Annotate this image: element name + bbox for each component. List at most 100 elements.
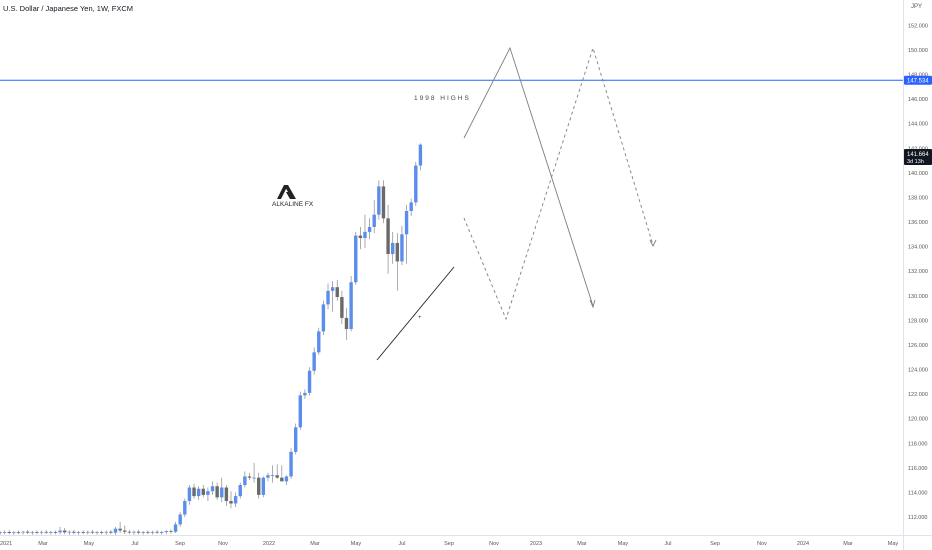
candle [377,180,381,220]
candle-body [400,234,404,262]
candle-body [330,287,335,291]
alkaline-logo-icon [277,185,296,199]
candle [146,530,150,535]
time-tick-label: May [351,541,362,547]
candle-body [16,532,21,534]
candle [173,521,178,533]
time-tick-label: 2023 [530,541,542,547]
candle-body [160,532,164,533]
candle-body [86,531,90,533]
candle-body [95,532,99,533]
price-tick-label: 152.000 [908,23,928,29]
time-tick-label: Mar [310,541,320,547]
projection-solid-arrowhead [589,299,596,309]
candle-body [358,235,363,239]
projection-path-solid[interactable] [463,46,594,307]
candle-body [349,282,353,329]
candle-body [81,531,85,533]
candle [312,347,316,375]
candle-body [354,235,358,283]
candle-body [367,226,372,232]
candle-body [381,186,386,219]
candle-body [326,290,330,305]
candle-body [104,531,108,533]
candle-body [76,531,81,533]
candle [123,525,127,535]
candle [26,529,30,534]
alkaline-logo: ALKALINE FX [272,185,314,208]
candle [49,530,53,535]
candle-body [247,476,252,478]
price-label-last: 141.664 3d 13h [904,149,932,165]
candle [307,367,312,396]
candle-body [206,491,210,495]
price-tick-label: 138.000 [908,195,928,201]
candle-body [275,475,279,478]
candle-body [418,144,423,166]
candle [76,531,81,535]
price-tick-label: 134.000 [908,245,928,251]
time-tick-label: Sep [444,541,454,547]
candle-body [12,532,16,534]
candle [321,300,326,336]
candle [7,529,11,535]
candle-body [30,531,35,533]
time-tick-label: Sep [175,541,185,547]
candle [400,225,404,266]
candle [317,327,321,355]
price-tick-label: 124.000 [908,368,928,374]
price-label-level: 147.534 [904,75,932,85]
price-tick-label: 116.000 [908,466,927,472]
candle-body [99,532,104,533]
price-tick-label: 130.000 [908,294,928,300]
candle-body [127,531,132,533]
time-tick-label: Mar [577,541,587,547]
candle [72,529,76,535]
time-tick-label: 2024 [797,541,809,547]
price-tick-label: 140.000 [908,171,928,177]
candle [261,476,266,498]
price-tick-label: 128.000 [908,318,928,324]
candle-body [252,477,256,479]
price-tick-label: 146.000 [908,97,928,103]
candle-body [178,514,182,525]
candle [113,526,118,535]
candle [229,491,233,509]
time-axis[interactable]: 2021 Mar May Jul Sep Nov 2022 Mar May Jul Sep Nov 20… [0,535,932,548]
candle [67,530,71,535]
candle-body [49,532,53,533]
candle-body [386,218,390,255]
candle-body [270,475,275,477]
time-tick-label: Jul [664,541,671,547]
time-tick-label: Nov [757,541,767,547]
candle-body [335,287,339,298]
candle [44,530,48,534]
candle [391,231,395,264]
trend-line[interactable] [376,266,455,361]
candle-body [344,317,349,329]
projection-path-dashed[interactable] [463,46,654,321]
candle-body [363,231,367,239]
candle [330,281,335,312]
candle-body [169,531,173,532]
candle [344,308,349,341]
price-tick-label: 132.000 [908,269,928,275]
price-tick-label: 112.000 [908,515,927,521]
candle [233,492,238,508]
currency-label: JPY [910,4,922,10]
candle [86,530,90,535]
price-tick-label: 148.000 [908,73,928,79]
candle [363,214,367,248]
candle [409,198,413,216]
candle-body [233,496,238,504]
time-tick-label: Jul [398,541,405,547]
candle [372,199,376,234]
candle [358,226,363,250]
candle-body [164,531,169,533]
candle [201,485,205,498]
time-tick-label: Nov [489,541,499,547]
candle [30,531,35,535]
candle [298,391,302,430]
candle-body [340,297,344,318]
